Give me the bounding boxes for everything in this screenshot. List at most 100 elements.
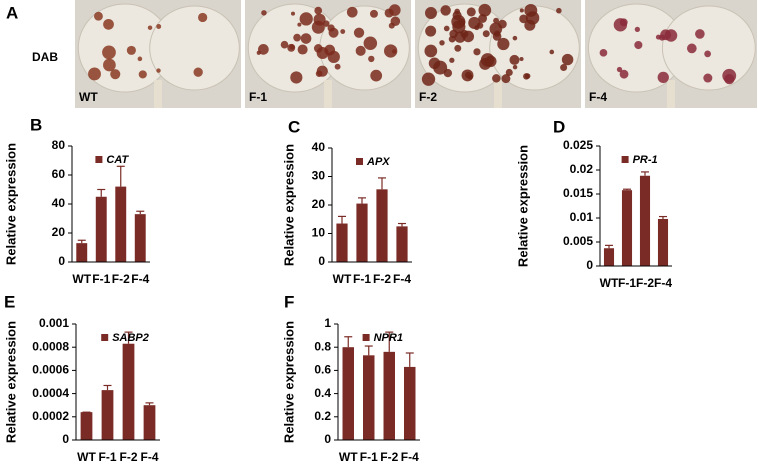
legend-swatch bbox=[356, 158, 363, 165]
y-tick-label: 30 bbox=[312, 169, 326, 183]
y-tick-label: 0.001 bbox=[39, 316, 69, 330]
stain bbox=[561, 53, 574, 66]
photo-label: WT bbox=[79, 90, 98, 104]
y-tick-label: 0.0002 bbox=[32, 409, 69, 423]
cotyledon bbox=[661, 5, 756, 91]
stain bbox=[353, 27, 365, 38]
stain bbox=[261, 10, 267, 16]
y-tick-label: 40 bbox=[52, 196, 66, 210]
stain bbox=[287, 43, 296, 52]
y-tick-label: 10 bbox=[312, 226, 326, 240]
legend-swatch bbox=[101, 334, 109, 341]
bar bbox=[404, 366, 416, 440]
error-bar bbox=[124, 331, 133, 344]
error-bar bbox=[97, 188, 106, 197]
stain bbox=[619, 18, 628, 27]
stain bbox=[474, 25, 480, 31]
stain bbox=[509, 54, 520, 65]
stain bbox=[297, 22, 302, 27]
x-tick-label: F-1 bbox=[353, 272, 371, 286]
stem bbox=[154, 80, 162, 108]
stain bbox=[156, 68, 161, 73]
stain bbox=[461, 69, 474, 82]
error-bar bbox=[338, 215, 346, 224]
y-tick-label: 0 bbox=[324, 432, 331, 446]
x-tick-label: F-4 bbox=[141, 450, 159, 464]
photo-label: F-2 bbox=[419, 90, 437, 104]
stain bbox=[460, 29, 469, 38]
stain bbox=[519, 57, 524, 62]
bar bbox=[115, 186, 127, 262]
legend-label: APX bbox=[366, 156, 390, 168]
x-tick-label: F-2 bbox=[380, 450, 398, 464]
stain bbox=[424, 44, 438, 58]
stain bbox=[193, 67, 203, 77]
cotyledon bbox=[149, 5, 240, 91]
bar bbox=[134, 214, 146, 262]
stain bbox=[425, 25, 437, 37]
stain bbox=[88, 67, 101, 81]
stain bbox=[293, 33, 301, 42]
x-tick-label: F-1 bbox=[618, 276, 636, 290]
panel-letter: F bbox=[284, 292, 294, 311]
stain bbox=[454, 44, 462, 52]
stain bbox=[549, 49, 555, 55]
x-tick-label: F-4 bbox=[401, 450, 419, 464]
x-tick-label: F-1 bbox=[360, 450, 378, 464]
stain bbox=[299, 12, 313, 26]
row-label: DAB bbox=[32, 50, 58, 64]
stain bbox=[94, 11, 103, 21]
stain bbox=[340, 29, 346, 34]
error-bar bbox=[659, 215, 667, 219]
stain bbox=[258, 44, 269, 55]
photo-label: F-1 bbox=[249, 90, 267, 104]
error-bar bbox=[405, 352, 414, 367]
x-tick-label: F-4 bbox=[654, 276, 672, 290]
x-tick-label: F-1 bbox=[99, 450, 117, 464]
bar bbox=[101, 390, 114, 440]
y-tick-label: 0.4 bbox=[314, 386, 331, 400]
error-bar bbox=[378, 177, 386, 190]
stain bbox=[390, 16, 401, 27]
stain bbox=[489, 22, 503, 36]
stain bbox=[492, 74, 501, 83]
stain bbox=[454, 8, 460, 15]
legend-label: PR-1 bbox=[633, 154, 658, 166]
stain bbox=[657, 71, 669, 84]
x-tick-label: F-2 bbox=[373, 272, 391, 286]
stain bbox=[519, 14, 528, 24]
panel-letter: E bbox=[4, 292, 15, 311]
stain bbox=[280, 40, 289, 49]
y-tick-label: 20 bbox=[52, 225, 66, 239]
y-tick-label: 0 bbox=[62, 432, 69, 446]
stain bbox=[103, 18, 114, 30]
stain bbox=[102, 45, 116, 60]
stain bbox=[290, 11, 296, 16]
x-tick-label: F-2 bbox=[112, 272, 130, 286]
stain bbox=[704, 50, 711, 58]
stain bbox=[478, 3, 492, 17]
stain bbox=[497, 37, 510, 51]
error-bar bbox=[364, 345, 373, 356]
error-bar bbox=[641, 171, 649, 176]
legend-label: CAT bbox=[106, 154, 129, 166]
stain bbox=[110, 69, 121, 80]
bar bbox=[603, 248, 615, 266]
stain bbox=[314, 6, 323, 15]
stain bbox=[619, 69, 629, 79]
stain bbox=[616, 66, 623, 73]
y-tick-label: 0.0008 bbox=[32, 339, 69, 353]
x-tick-label: F-2 bbox=[636, 276, 654, 290]
error-bar bbox=[145, 402, 154, 406]
bar bbox=[95, 196, 107, 262]
bar bbox=[396, 226, 408, 262]
y-axis-label: Relative expression bbox=[281, 321, 296, 443]
y-tick-label: 0.02 bbox=[570, 162, 594, 176]
stain bbox=[138, 70, 147, 79]
bar bbox=[356, 203, 368, 262]
error-bar bbox=[605, 244, 613, 249]
stain bbox=[519, 8, 524, 13]
stain bbox=[126, 45, 136, 55]
error-bar bbox=[103, 384, 112, 391]
stain bbox=[523, 73, 530, 80]
